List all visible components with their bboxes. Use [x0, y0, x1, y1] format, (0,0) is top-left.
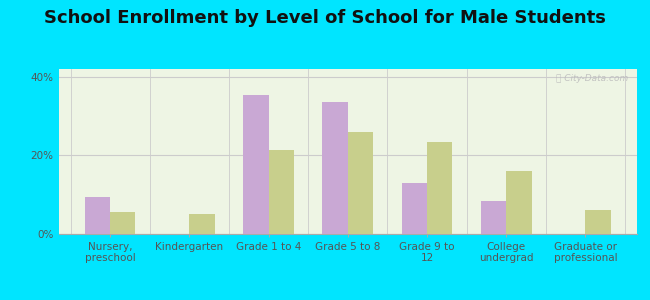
- Bar: [189, 214, 214, 234]
- Bar: [402, 183, 427, 234]
- Bar: [348, 132, 373, 234]
- Bar: [427, 142, 452, 234]
- Bar: [84, 197, 110, 234]
- Bar: [481, 201, 506, 234]
- Bar: [268, 149, 294, 234]
- Text: School Enrollment by Level of School for Male Students: School Enrollment by Level of School for…: [44, 9, 606, 27]
- Text: ⓘ City-Data.com: ⓘ City-Data.com: [556, 74, 629, 83]
- Bar: [586, 210, 611, 234]
- Bar: [243, 94, 268, 234]
- Bar: [110, 212, 135, 234]
- Bar: [506, 171, 532, 234]
- Bar: [322, 102, 348, 234]
